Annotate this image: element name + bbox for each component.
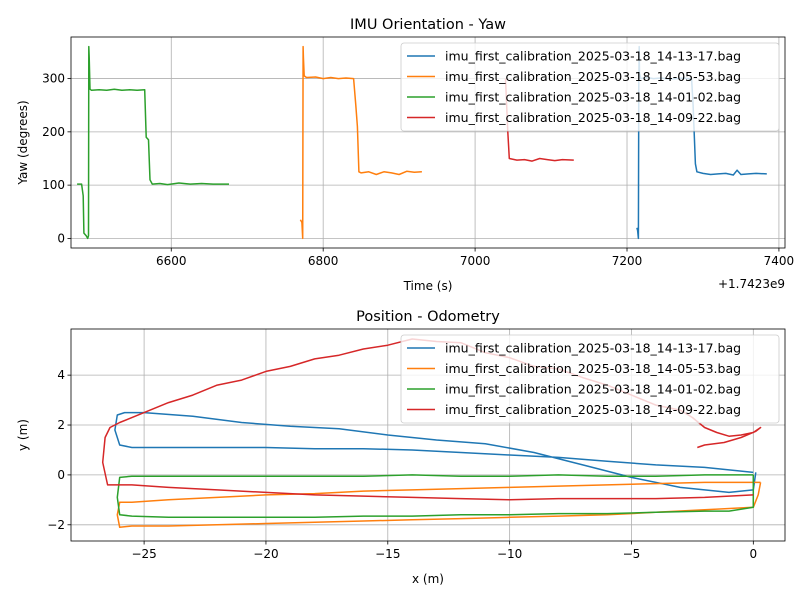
x-tick-label: 7000 (460, 254, 491, 268)
legend-label-1: imu_first_calibration_2025-03-18_14-13-1… (445, 49, 741, 64)
y-axis-label: Yaw (degrees) (16, 100, 30, 185)
x-axis-label: Time (s) (403, 279, 453, 293)
x-tick-label: −5 (623, 547, 641, 561)
legend-box (400, 42, 780, 132)
axes-frame (70, 36, 786, 249)
x-tick-label: 7400 (764, 254, 795, 268)
chart-title: IMU Orientation - Yaw (350, 17, 506, 33)
x-tick-label: 7200 (612, 254, 643, 268)
series-line-2 (299, 45, 422, 240)
y-tick-label: 2 (57, 418, 65, 432)
x-axis-label: x (m) (412, 572, 444, 586)
legend: imu_first_calibration_2025-03-18_14-13-1… (400, 42, 780, 132)
series-line-3 (116, 474, 755, 519)
y-tick-label: 4 (57, 368, 65, 382)
x-tick-label: 6800 (308, 254, 339, 268)
chart-title: Position - Odometry (356, 309, 500, 325)
y-tick-label: 0 (57, 468, 65, 482)
y-tick-label: −2 (47, 518, 65, 532)
y-tick-label: 300 (42, 72, 65, 86)
legend-label-2: imu_first_calibration_2025-03-18_14-05-5… (445, 69, 741, 84)
legend-label-4: imu_first_calibration_2025-03-18_14-09-2… (445, 402, 741, 417)
series-line-3 (77, 45, 229, 240)
series-line-4 (101, 338, 762, 501)
legend-label-1: imu_first_calibration_2025-03-18_14-13-1… (445, 341, 741, 356)
legend: imu_first_calibration_2025-03-18_14-13-1… (400, 334, 780, 424)
legend-box (400, 334, 780, 424)
series-line-2 (116, 481, 762, 529)
x-tick-label: −10 (497, 547, 522, 561)
yaw-chart: 6600 6800 7000 7200 7400 0 100 200 300 +1.7423e9 I… (16, 17, 794, 293)
legend-label-3: imu_first_calibration_2025-03-18_14-01-0… (445, 382, 741, 397)
series-line-4 (504, 78, 574, 162)
x-offset-label: +1.7423e9 (718, 277, 785, 291)
legend-label-4: imu_first_calibration_2025-03-18_14-09-2… (445, 110, 741, 125)
x-tick-label: −20 (253, 547, 278, 561)
x-tick-label: −15 (375, 547, 400, 561)
y-tick-label: 200 (42, 125, 65, 139)
x-tick-label: −25 (131, 547, 156, 561)
x-tick-label: 0 (750, 547, 758, 561)
y-tick-label: 100 (42, 178, 65, 192)
series-line-1 (114, 411, 757, 494)
axes-frame (70, 328, 786, 542)
x-tick-label: 6600 (156, 254, 187, 268)
legend-label-2: imu_first_calibration_2025-03-18_14-05-5… (445, 361, 741, 376)
y-axis-label: y (m) (16, 419, 30, 451)
legend-label-3: imu_first_calibration_2025-03-18_14-01-0… (445, 90, 741, 105)
y-tick-label: 0 (57, 231, 65, 245)
